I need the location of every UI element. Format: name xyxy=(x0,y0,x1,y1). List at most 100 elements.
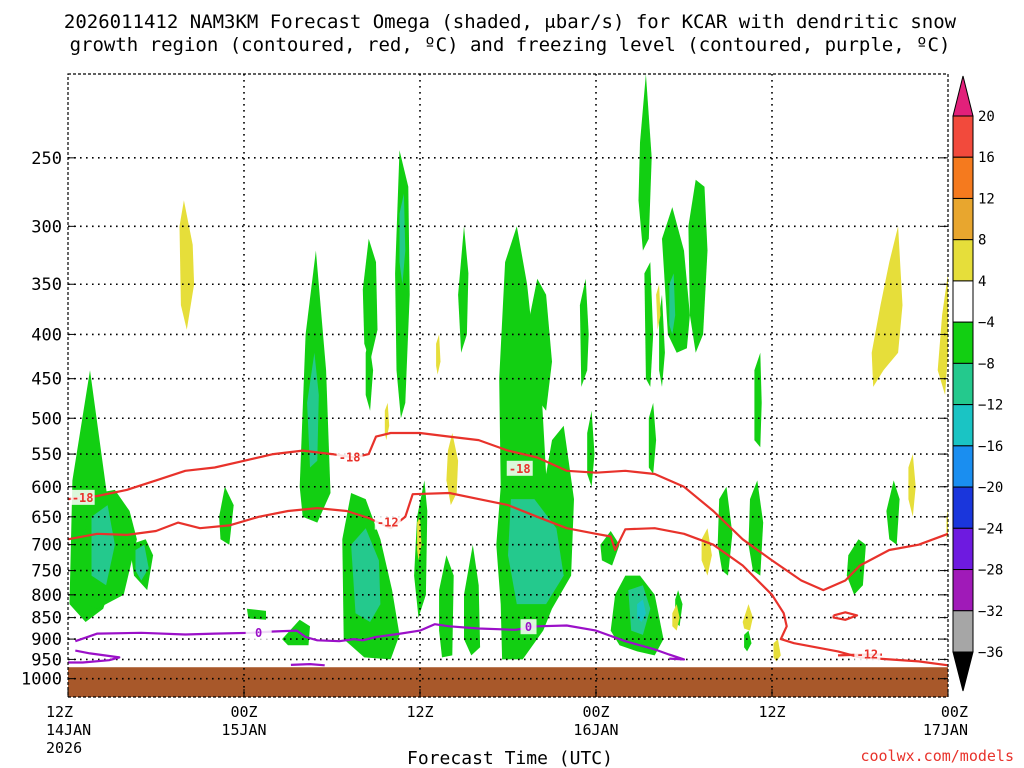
omega-area-3 xyxy=(219,486,234,545)
terrain-surface xyxy=(68,667,948,697)
colorbar-label-7: −12 xyxy=(978,398,1003,414)
omega-area-24 xyxy=(659,294,665,387)
omega-area-51 xyxy=(773,639,781,662)
contour-line-1 xyxy=(67,491,949,667)
omega-area-43 xyxy=(179,200,195,330)
colorbar-band-11 xyxy=(952,569,974,612)
omega-area-33 xyxy=(886,480,900,545)
colorbar-label-2: 12 xyxy=(978,191,995,207)
y-tick-label-500: 500 xyxy=(31,409,62,429)
colorbar-label-8: −16 xyxy=(978,439,1003,455)
y-tick-label-800: 800 xyxy=(31,586,62,606)
omega-area-28 xyxy=(717,486,733,576)
omega-area-19 xyxy=(600,531,620,566)
omega-area-37 xyxy=(351,528,381,622)
x-tick-label-0-0: 12Z xyxy=(46,703,73,721)
y-tick-label-950: 950 xyxy=(31,650,62,670)
omega-area-34 xyxy=(91,505,115,586)
colorbar-label-5: −4 xyxy=(978,315,995,331)
colorbar-bottom-arrow xyxy=(952,651,974,692)
colorbar-label-9: −20 xyxy=(978,480,1003,496)
omega-area-16 xyxy=(527,278,552,411)
contour-label-bg-mid xyxy=(506,460,533,476)
colorbar-band-8 xyxy=(952,445,974,488)
contour-line-6 xyxy=(290,662,325,667)
omega-area-42 xyxy=(637,599,646,622)
title-line-1: 2026011412 NAM3KM Forecast Omega (shaded… xyxy=(64,11,957,33)
credit-text: coolwx.com/models xyxy=(860,747,1014,765)
colorbar-band-0 xyxy=(952,115,974,158)
omega-area-22 xyxy=(644,262,654,387)
x-tick-label-2-0: 12Z xyxy=(406,703,433,721)
y-tick-label-600: 600 xyxy=(31,478,62,498)
contour-line-3 xyxy=(832,611,859,621)
y-tick-label-550: 550 xyxy=(31,445,62,465)
contour-label-purple-2: 0 xyxy=(525,620,532,634)
contour-lines: -18 -12 -12 0 -18 -18 0 xyxy=(67,431,949,667)
omega-area-50 xyxy=(742,604,753,631)
omega-area-49 xyxy=(672,604,680,631)
omega-area-46 xyxy=(446,433,459,506)
x-tick-label-0-1: 14JAN xyxy=(46,721,91,739)
omega-area-52 xyxy=(701,528,712,576)
contour-label-1: -12 xyxy=(377,516,399,530)
axes: 2503003504004505005506006507007508008509… xyxy=(21,73,968,757)
omega-area-44 xyxy=(384,402,390,441)
omega-area-41 xyxy=(669,273,676,335)
colorbar-label-1: 16 xyxy=(978,150,995,166)
omega-area-53 xyxy=(871,226,903,387)
y-tick-label-900: 900 xyxy=(31,630,62,650)
omega-area-39 xyxy=(508,499,564,605)
x-tick-label-3-0: 00Z xyxy=(582,703,609,721)
colorbar-band-6 xyxy=(952,362,974,406)
x-tick-label-5-0: 00Z xyxy=(941,703,968,721)
omega-area-47 xyxy=(436,334,441,375)
omega-area-10 xyxy=(395,150,410,419)
colorbar-label-3: 8 xyxy=(978,233,986,249)
omega-area-21 xyxy=(638,74,652,251)
omega-area-23 xyxy=(648,402,657,474)
y-tick-label-1000: 1000 xyxy=(21,670,62,690)
omega-area-54 xyxy=(908,454,916,517)
y-tick-label-850: 850 xyxy=(31,609,62,629)
colorbar-band-3 xyxy=(952,239,974,282)
omega-area-9 xyxy=(365,339,374,411)
contour-label-mid-18: -18 xyxy=(509,462,531,476)
omega-area-17 xyxy=(579,278,589,387)
omega-area-35 xyxy=(135,544,149,581)
omega-area-38 xyxy=(399,193,406,285)
contour-label-bg-2 xyxy=(854,646,881,662)
y-tick-label-750: 750 xyxy=(31,562,62,582)
x-axis-label: Forecast Time (UTC) xyxy=(407,748,613,768)
y-tick-label-250: 250 xyxy=(31,149,62,169)
omega-area-12 xyxy=(439,555,454,658)
plot-area xyxy=(68,74,948,697)
colorbar-label-13: −36 xyxy=(978,645,1003,661)
colorbar-band-12 xyxy=(952,610,974,653)
colorbar-label-10: −24 xyxy=(978,521,1003,537)
colorbar-band-10 xyxy=(952,527,974,571)
omega-area-56 xyxy=(946,511,948,540)
y-tick-label-350: 350 xyxy=(31,275,62,295)
contour-label-left-18: -18 xyxy=(72,491,94,505)
omega-area-36 xyxy=(307,352,319,468)
colorbar-label-11: −28 xyxy=(978,563,1003,579)
colorbar-label-4: 4 xyxy=(978,274,986,290)
omega-area-48 xyxy=(656,284,661,330)
colorbar-top-arrow xyxy=(952,75,974,117)
x-tick-label-3-1: 16JAN xyxy=(573,721,618,739)
y-tick-label-450: 450 xyxy=(31,370,62,390)
omega-area-26 xyxy=(688,179,708,353)
x-tick-label-1-0: 00Z xyxy=(230,703,257,721)
omega-area-31 xyxy=(744,630,752,652)
title-line-2: growth region (contoured, red, ºC) and f… xyxy=(70,34,951,56)
contour-line-5 xyxy=(68,649,121,664)
contour-label-bg-0 xyxy=(336,449,363,465)
contour-label-bg-1 xyxy=(374,514,401,530)
contour-label-2: -12 xyxy=(856,648,878,662)
contour-label-4: 0 xyxy=(255,626,262,640)
omega-area-25 xyxy=(662,207,690,353)
colorbar-band-7 xyxy=(952,404,974,447)
omega-area-8 xyxy=(362,238,378,362)
